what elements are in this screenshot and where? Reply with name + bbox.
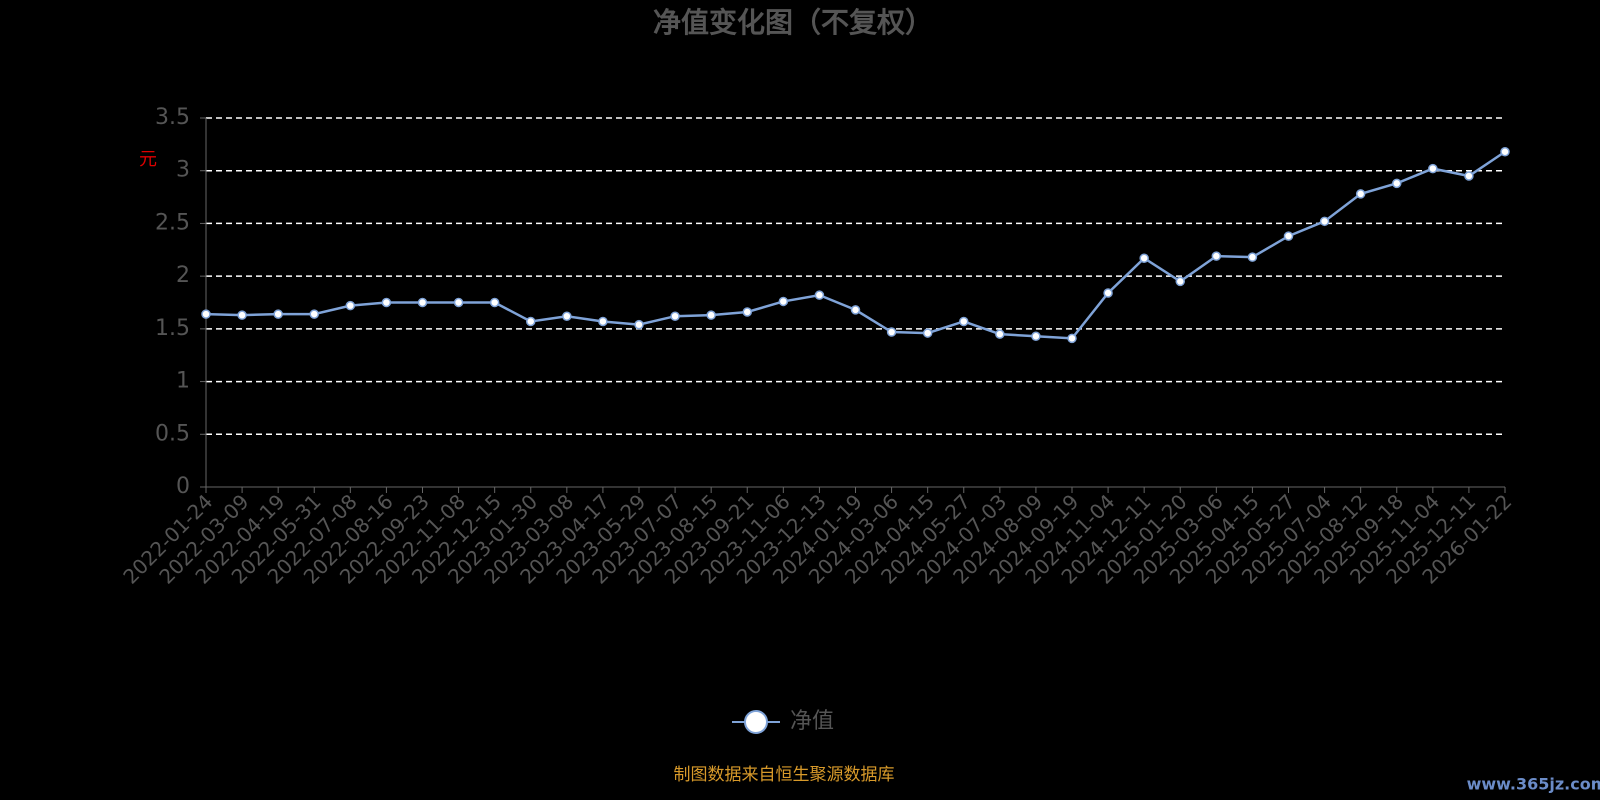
data-point [814, 290, 825, 300]
data-point [922, 328, 933, 338]
data-point [670, 311, 680, 321]
data-point [634, 319, 644, 330]
legend-marker [744, 710, 768, 734]
data-point [1175, 276, 1185, 287]
data-point [489, 297, 500, 308]
footer: 制图数据来自恒生聚源数据库 [674, 765, 895, 785]
data-point [201, 309, 211, 319]
data-point [1319, 216, 1330, 227]
data-point [995, 329, 1005, 339]
data-point [959, 316, 969, 327]
y-tick-label: 1 [176, 369, 190, 394]
data-point [1428, 163, 1438, 174]
data-point [1067, 333, 1077, 344]
y-tick-label: 2.5 [155, 210, 190, 235]
data-point [1247, 252, 1258, 262]
data-point [886, 327, 897, 337]
chart-title: 净值变化图（不复权） [653, 6, 933, 39]
data-point [562, 311, 572, 321]
data-point [1355, 189, 1366, 199]
data-point [706, 310, 716, 320]
data-point [1392, 178, 1402, 189]
y-tick-label: 3 [176, 158, 190, 183]
data-point [273, 309, 283, 319]
y-axis-label: 元 [139, 149, 157, 170]
data-point [778, 296, 789, 307]
y-tick-label: 1.5 [155, 316, 190, 341]
data-point [1103, 288, 1113, 298]
data-point [1211, 251, 1222, 261]
data-point [1464, 171, 1474, 181]
data-point [381, 297, 392, 308]
watermark: www.365jz.com [1467, 775, 1600, 794]
data-point [850, 305, 861, 315]
data-point [1283, 231, 1294, 241]
data-point [345, 300, 356, 311]
data-point [453, 297, 464, 308]
data-point [237, 310, 247, 320]
data-point [1031, 331, 1041, 341]
data-point [598, 316, 608, 327]
data-point [742, 307, 752, 317]
y-tick-label: 0 [176, 474, 190, 499]
data-point [526, 316, 536, 327]
data-point [1139, 253, 1149, 263]
y-tick-label: 2 [176, 263, 190, 288]
data-point [417, 297, 428, 308]
y-tick-label: 3.5 [155, 105, 190, 130]
legend-label: 净值 [790, 709, 834, 734]
y-tick-label: 0.5 [155, 421, 190, 446]
data-point [1500, 146, 1510, 157]
data-point [309, 309, 319, 319]
